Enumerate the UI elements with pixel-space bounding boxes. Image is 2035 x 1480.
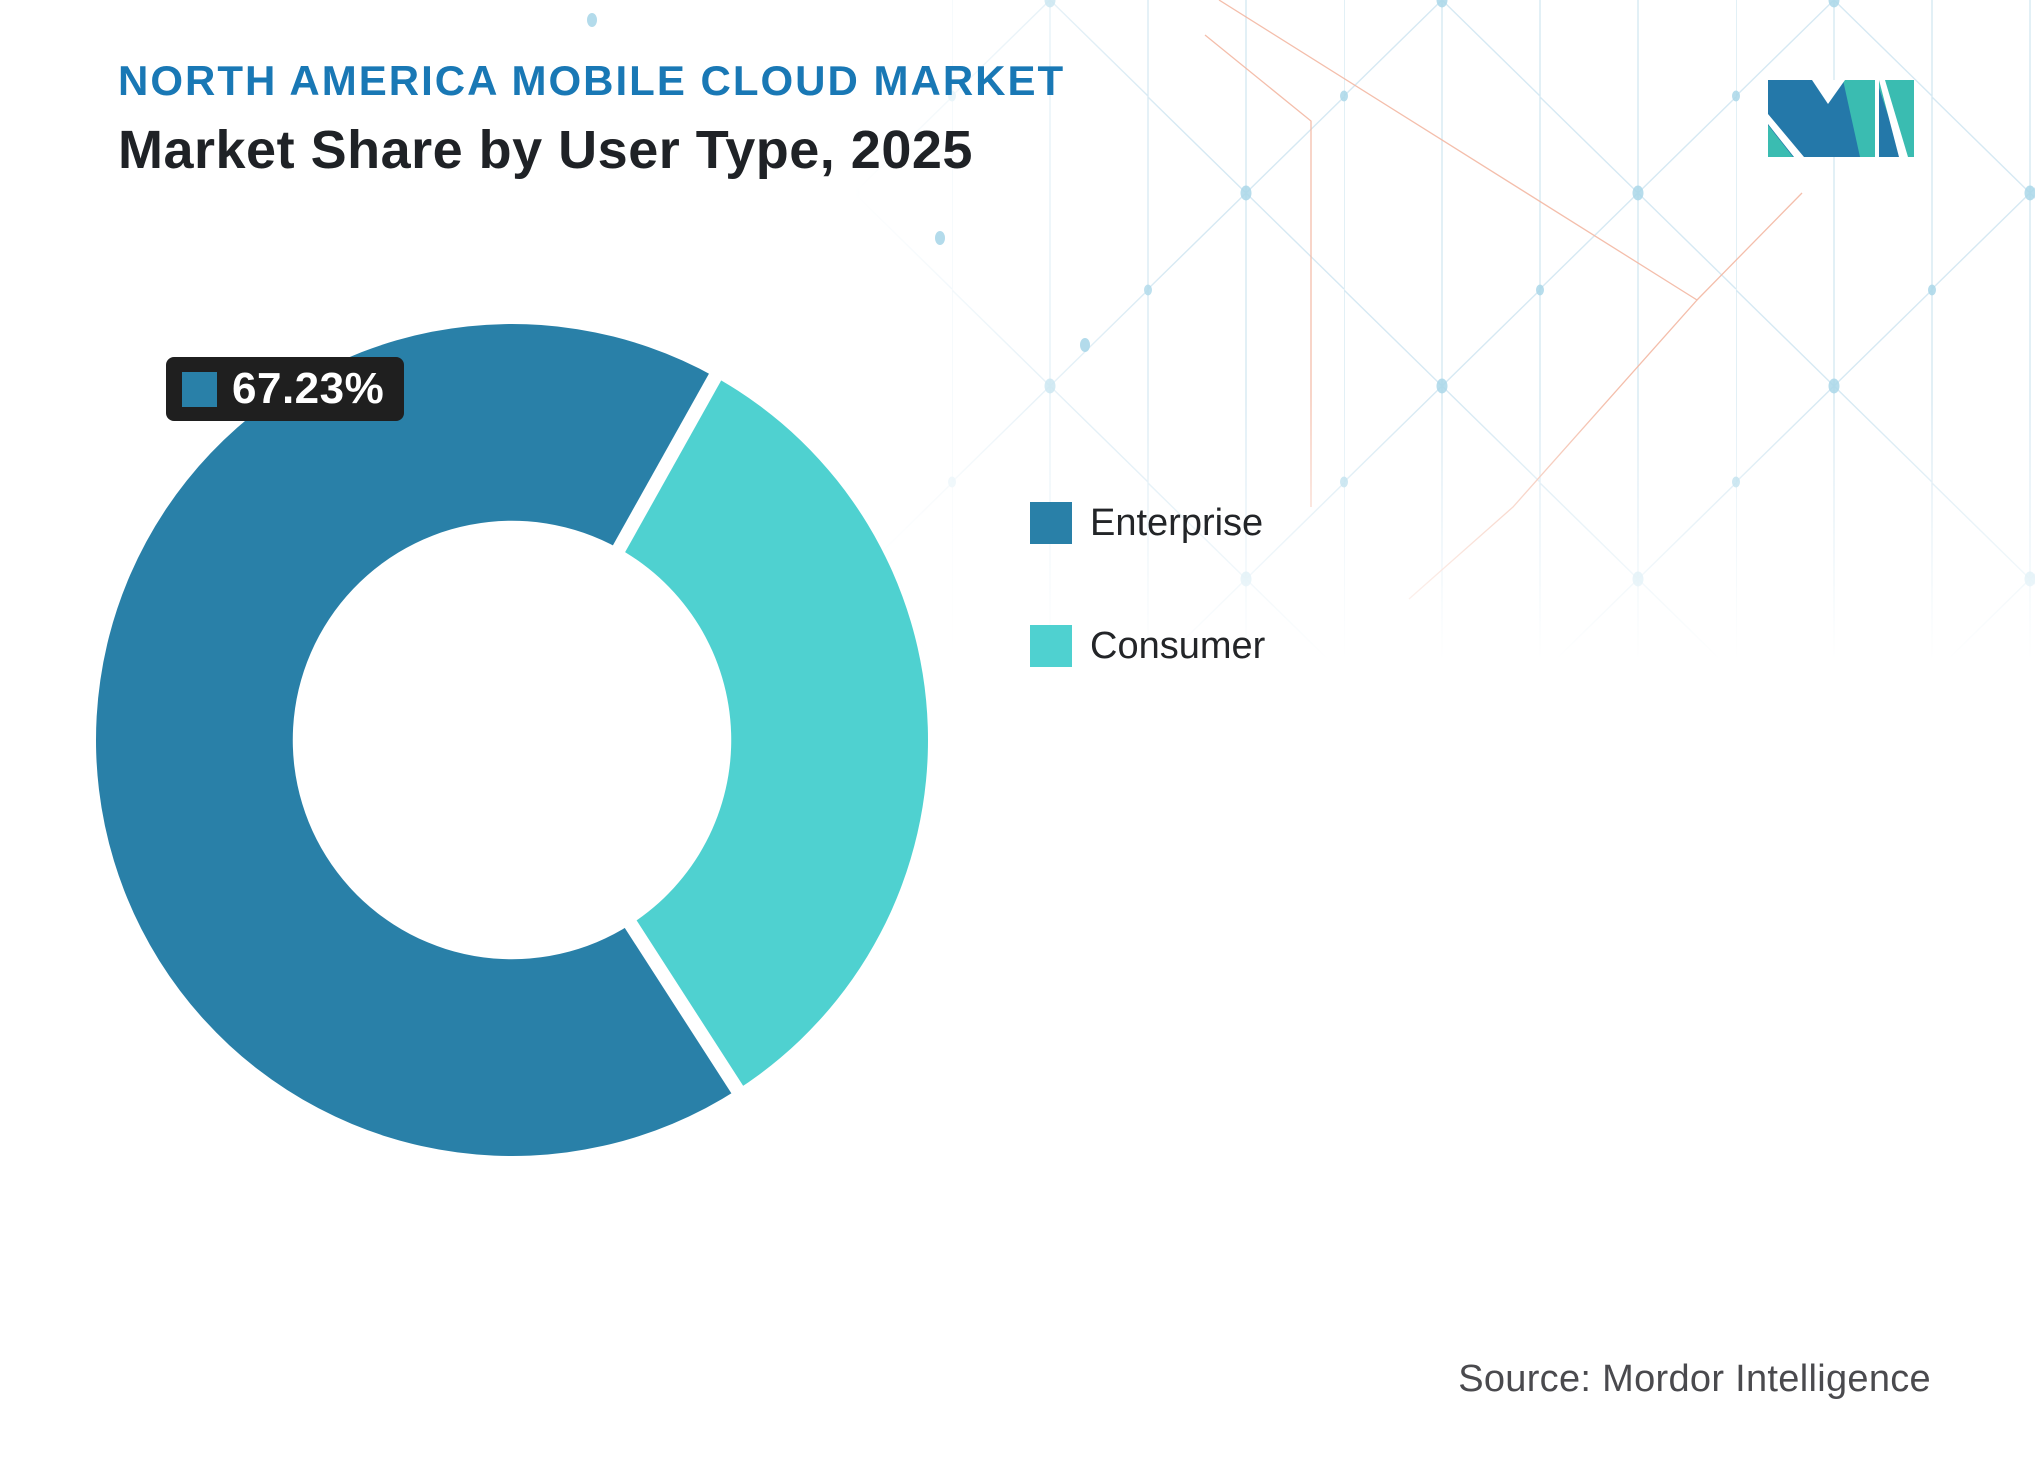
report-eyebrow-title: NORTH AMERICA MOBILE CLOUD MARKET: [118, 57, 1066, 104]
donut-chart-area: [92, 320, 932, 1160]
slice-gap: [605, 359, 730, 567]
legend-swatch-consumer: [1030, 625, 1072, 667]
legend-item-consumer: Consumer: [1030, 625, 1265, 667]
legend-label-consumer: Consumer: [1090, 625, 1266, 667]
legend: Enterprise Consumer: [1030, 502, 1265, 748]
badge-value: 67.23%: [232, 364, 385, 413]
header: NORTH AMERICA MOBILE CLOUD MARKET Market…: [118, 58, 1065, 182]
value-label-badge: 67.23%: [166, 357, 405, 421]
legend-swatch-enterprise: [1030, 502, 1072, 544]
donut-chart: [96, 323, 929, 1156]
donut-slice-consumer: [619, 376, 929, 1090]
logo-mark: [1768, 80, 1914, 157]
slice-gap: [616, 907, 752, 1107]
badge-swatch: [182, 371, 217, 407]
source-attribution: Source: Mordor Intelligence: [1458, 1358, 1931, 1400]
legend-label-enterprise: Enterprise: [1090, 502, 1264, 544]
pattern-dots: [587, 13, 1090, 352]
donut-slice-enterprise: [96, 323, 738, 1156]
legend-item-enterprise: Enterprise: [1030, 502, 1265, 544]
mordor-intelligence-logo: [1768, 80, 1914, 157]
chart-title: Market Share by User Type, 2025: [118, 120, 973, 180]
